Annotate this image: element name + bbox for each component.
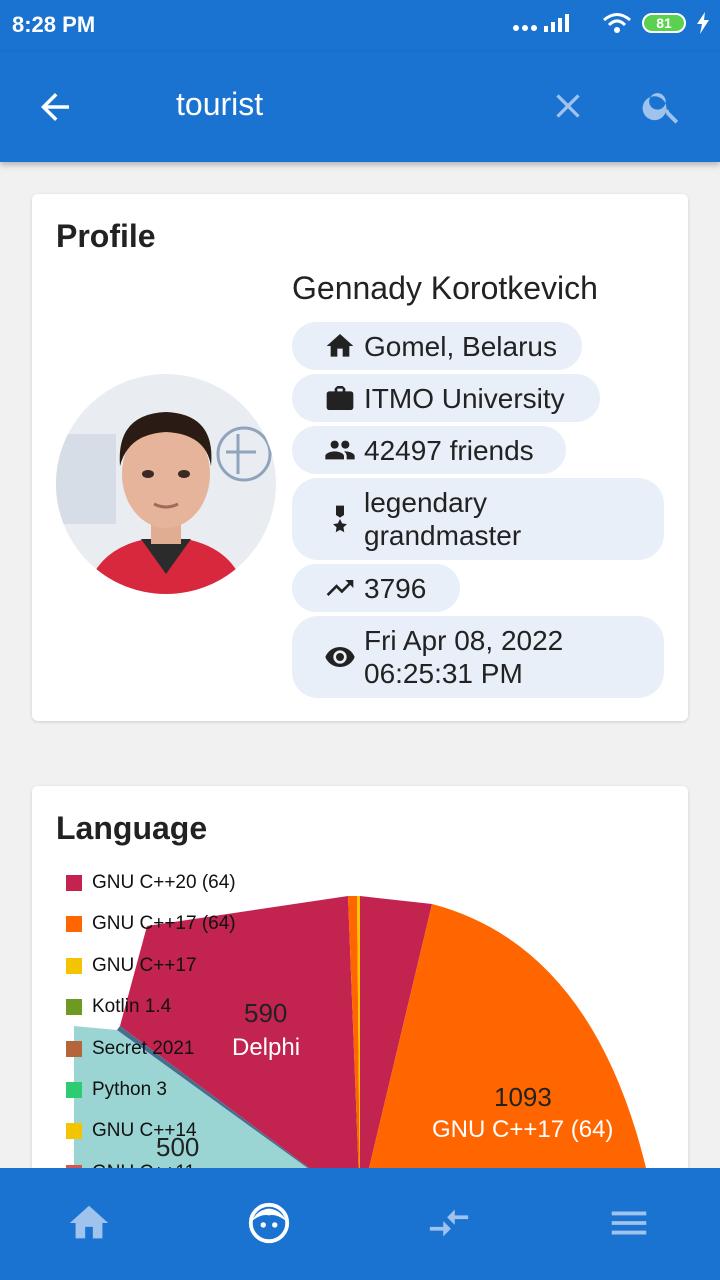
language-pie-chart <box>74 896 646 1206</box>
friends-chip: 42497 friends <box>292 426 566 474</box>
legend-item: Kotlin 1.4 <box>66 996 171 1018</box>
organization-text: ITMO University <box>364 382 565 414</box>
pie-slice-teal <box>74 1026 360 1206</box>
close-icon[interactable] <box>548 86 588 126</box>
charging-icon <box>697 12 709 34</box>
status-bar: 8:28 PM 81 <box>0 0 720 52</box>
location-text: Gomel, Belarus <box>364 330 557 362</box>
pie-slice-delphi <box>120 896 360 1206</box>
delphi-name-label: Delphi <box>232 1034 301 1061</box>
pie-slice-cpp17-64 <box>360 904 646 1206</box>
search-input[interactable]: tourist <box>176 86 264 122</box>
compare-arrows-icon[interactable] <box>426 1200 472 1246</box>
third-count-label: 500 <box>156 1132 200 1162</box>
legend-item: Python 3 <box>66 1079 167 1101</box>
pie-slice-orange-thin <box>348 896 360 1206</box>
arrow-left-icon[interactable] <box>34 86 76 128</box>
delphi-count-label: 590 <box>244 998 288 1028</box>
language-title: Language <box>56 810 208 846</box>
briefcase-icon <box>326 386 354 410</box>
status-time: 8:28 PM <box>12 12 96 37</box>
profile-card: Profile Gennady Korotkevich Gomel, Belar… <box>32 194 688 721</box>
bottom-navigation <box>0 1168 720 1280</box>
rank-text: legendary grandmaster <box>364 487 522 551</box>
legend-item: Secret 2021 <box>66 1038 194 1060</box>
last-visit-chip: Fri Apr 08, 2022 06:25:31 PM <box>292 616 664 698</box>
eye-icon <box>325 647 355 667</box>
trending-up-icon <box>326 580 354 596</box>
organization-chip: ITMO University <box>292 374 600 422</box>
legend-swatch <box>66 999 82 1015</box>
rating-chip: 3796 <box>292 564 460 612</box>
pie-slice-dark <box>117 1026 360 1206</box>
language-card: Language GNU C++20 (64) GNU C++17 (64) G… <box>32 786 688 1206</box>
menu-icon[interactable] <box>606 1200 652 1246</box>
rating-text: 3796 <box>364 572 427 604</box>
pie-slice-cpp20 <box>360 896 432 1206</box>
last-visit-text: Fri Apr 08, 2022 06:25:31 PM <box>364 625 564 689</box>
legend-item: GNU C++17 <box>66 955 197 977</box>
profile-name: Gennady Korotkevich <box>292 270 598 306</box>
home-icon <box>326 334 354 357</box>
face-icon[interactable] <box>246 1200 292 1246</box>
profile-title: Profile <box>56 218 156 254</box>
search-app-bar: tourist <box>0 52 720 162</box>
wifi-icon <box>603 13 631 33</box>
legend-swatch <box>66 1041 82 1057</box>
location-chip: Gomel, Belarus <box>292 322 582 370</box>
signal-icon <box>513 14 569 32</box>
legend-swatch <box>66 875 82 891</box>
people-icon <box>325 440 355 460</box>
avatar <box>56 374 276 594</box>
home-icon[interactable] <box>66 1200 112 1246</box>
friends-text: 42497 friends <box>364 434 534 466</box>
legend-swatch <box>66 1082 82 1098</box>
cpp17-name-label: GNU C++17 (64) <box>432 1116 614 1143</box>
legend-swatch <box>66 958 82 974</box>
medal-icon <box>333 505 347 533</box>
rank-chip: legendary grandmaster <box>292 478 664 560</box>
legend-swatch <box>66 1123 82 1139</box>
legend-item: GNU C++20 (64) <box>66 872 236 894</box>
legend-item: GNU C++17 (64) <box>66 913 236 935</box>
battery-icon: 81 <box>642 13 686 33</box>
search-icon[interactable] <box>640 84 684 128</box>
legend-swatch <box>66 916 82 932</box>
cpp17-count-label: 1093 <box>494 1082 552 1112</box>
status-icons: 81 <box>512 12 710 34</box>
pie-slice-yellow-thin <box>357 896 360 1206</box>
legend-item: GNU C++14 <box>66 1120 197 1142</box>
